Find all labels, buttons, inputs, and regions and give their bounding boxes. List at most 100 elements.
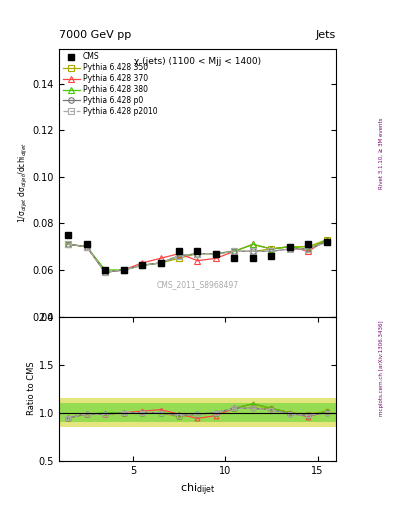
Line: Pythia 6.428 370: Pythia 6.428 370 <box>65 237 330 275</box>
Pythia 6.428 350 <box>195 250 200 257</box>
Pythia 6.428 p0 <box>140 262 145 268</box>
Text: χ (jets) (1100 < Mjj < 1400): χ (jets) (1100 < Mjj < 1400) <box>134 57 261 66</box>
Pythia 6.428 p0 <box>66 241 71 247</box>
CMS <box>84 241 89 247</box>
Pythia 6.428 370 <box>177 250 182 257</box>
Pythia 6.428 380 <box>140 262 145 268</box>
CMS <box>195 248 200 254</box>
Text: mcplots.cern.ch [arXiv:1306.3436]: mcplots.cern.ch [arXiv:1306.3436] <box>379 321 384 416</box>
Pythia 6.428 p0 <box>158 260 163 266</box>
CMS <box>214 250 219 257</box>
Text: Jets: Jets <box>316 30 336 40</box>
Pythia 6.428 370 <box>158 255 163 261</box>
Pythia 6.428 380 <box>103 267 108 273</box>
CMS <box>177 248 182 254</box>
Pythia 6.428 p0 <box>214 250 219 257</box>
Pythia 6.428 p2010 <box>177 253 182 259</box>
Pythia 6.428 p0 <box>177 253 182 259</box>
Pythia 6.428 p0 <box>306 246 310 252</box>
Pythia 6.428 p2010 <box>269 248 274 254</box>
Text: 7000 GeV pp: 7000 GeV pp <box>59 30 131 40</box>
Pythia 6.428 380 <box>195 250 200 257</box>
CMS <box>288 244 292 250</box>
Pythia 6.428 380 <box>121 267 126 273</box>
Pythia 6.428 380 <box>214 250 219 257</box>
Pythia 6.428 350 <box>84 244 89 250</box>
Pythia 6.428 380 <box>66 241 71 247</box>
Pythia 6.428 p0 <box>84 244 89 250</box>
Pythia 6.428 370 <box>121 267 126 273</box>
Pythia 6.428 380 <box>251 241 255 247</box>
Pythia 6.428 350 <box>158 260 163 266</box>
Line: Pythia 6.428 p2010: Pythia 6.428 p2010 <box>65 239 330 275</box>
Pythia 6.428 380 <box>288 244 292 250</box>
Line: Pythia 6.428 350: Pythia 6.428 350 <box>65 237 330 275</box>
CMS <box>121 267 126 273</box>
Pythia 6.428 p0 <box>232 248 237 254</box>
Pythia 6.428 350 <box>177 255 182 261</box>
Pythia 6.428 370 <box>214 255 219 261</box>
Pythia 6.428 p0 <box>195 250 200 257</box>
Pythia 6.428 p0 <box>121 267 126 273</box>
Pythia 6.428 p2010 <box>121 267 126 273</box>
Pythia 6.428 350 <box>66 241 71 247</box>
Pythia 6.428 370 <box>288 244 292 250</box>
CMS <box>232 255 237 261</box>
X-axis label: chi$_{\mathregular{dijet}}$: chi$_{\mathregular{dijet}}$ <box>180 481 215 498</box>
Pythia 6.428 p2010 <box>84 244 89 250</box>
Pythia 6.428 350 <box>103 269 108 275</box>
Y-axis label: 1/σ$_{dijet}$ dσ$_{dijet}$/dchi$_{dijet}$: 1/σ$_{dijet}$ dσ$_{dijet}$/dchi$_{dijet}… <box>17 142 30 223</box>
Pythia 6.428 380 <box>306 246 310 252</box>
CMS <box>158 260 163 266</box>
Pythia 6.428 370 <box>306 248 310 254</box>
Pythia 6.428 p2010 <box>325 239 329 245</box>
CMS <box>251 255 255 261</box>
Pythia 6.428 370 <box>195 258 200 264</box>
Pythia 6.428 380 <box>158 260 163 266</box>
Legend: CMS, Pythia 6.428 350, Pythia 6.428 370, Pythia 6.428 380, Pythia 6.428 p0, Pyth: CMS, Pythia 6.428 350, Pythia 6.428 370,… <box>61 51 159 118</box>
Pythia 6.428 p0 <box>103 269 108 275</box>
Line: Pythia 6.428 p0: Pythia 6.428 p0 <box>65 239 330 275</box>
CMS <box>140 262 145 268</box>
CMS <box>306 241 310 247</box>
Pythia 6.428 350 <box>121 267 126 273</box>
Pythia 6.428 p0 <box>325 239 329 245</box>
CMS <box>325 239 329 245</box>
Pythia 6.428 350 <box>325 237 329 243</box>
Line: CMS: CMS <box>65 232 330 273</box>
Pythia 6.428 p2010 <box>103 269 108 275</box>
Pythia 6.428 p2010 <box>158 260 163 266</box>
Pythia 6.428 p2010 <box>195 250 200 257</box>
Pythia 6.428 350 <box>269 246 274 252</box>
Pythia 6.428 370 <box>84 244 89 250</box>
Pythia 6.428 370 <box>269 246 274 252</box>
Pythia 6.428 370 <box>66 241 71 247</box>
Pythia 6.428 p2010 <box>214 250 219 257</box>
CMS <box>66 232 71 238</box>
Pythia 6.428 380 <box>269 246 274 252</box>
Pythia 6.428 380 <box>177 253 182 259</box>
Pythia 6.428 p0 <box>269 248 274 254</box>
Pythia 6.428 370 <box>232 248 237 254</box>
Pythia 6.428 p0 <box>288 246 292 252</box>
CMS <box>269 253 274 259</box>
Pythia 6.428 370 <box>251 241 255 247</box>
Pythia 6.428 350 <box>232 248 237 254</box>
Pythia 6.428 p2010 <box>306 246 310 252</box>
Pythia 6.428 350 <box>288 244 292 250</box>
Text: Rivet 3.1.10, ≥ 3M events: Rivet 3.1.10, ≥ 3M events <box>379 118 384 189</box>
Pythia 6.428 370 <box>103 269 108 275</box>
Pythia 6.428 p2010 <box>251 248 255 254</box>
Pythia 6.428 p2010 <box>232 248 237 254</box>
Y-axis label: Ratio to CMS: Ratio to CMS <box>27 362 36 415</box>
Pythia 6.428 p2010 <box>140 262 145 268</box>
Pythia 6.428 p0 <box>251 248 255 254</box>
Pythia 6.428 380 <box>232 248 237 254</box>
Pythia 6.428 350 <box>140 262 145 268</box>
Pythia 6.428 350 <box>214 250 219 257</box>
Pythia 6.428 350 <box>251 248 255 254</box>
Text: CMS_2011_S8968497: CMS_2011_S8968497 <box>156 280 239 289</box>
Pythia 6.428 380 <box>84 244 89 250</box>
Pythia 6.428 p2010 <box>288 246 292 252</box>
Line: Pythia 6.428 380: Pythia 6.428 380 <box>65 237 330 273</box>
